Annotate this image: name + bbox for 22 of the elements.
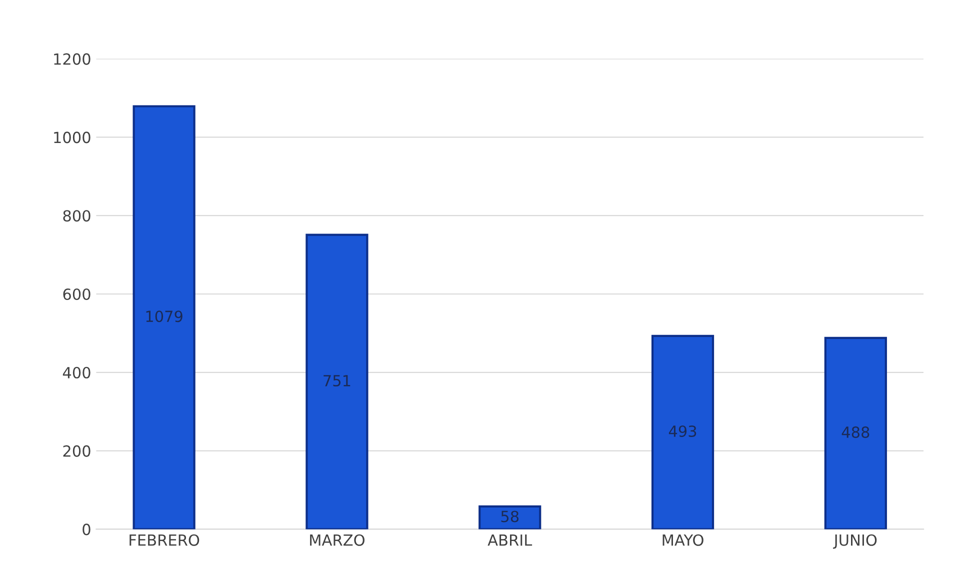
x-tick-label: JUNIO bbox=[833, 534, 877, 549]
x-tick-label: MARZO bbox=[310, 534, 364, 546]
data-label: 488 bbox=[842, 426, 870, 438]
x-tick-label: MAYO bbox=[662, 534, 704, 546]
data-label: 493 bbox=[668, 425, 696, 438]
bar bbox=[824, 336, 887, 530]
bar bbox=[478, 505, 542, 530]
bar bbox=[651, 334, 714, 530]
y-tick-label: 400 bbox=[62, 366, 90, 378]
data-label: 1079 bbox=[146, 310, 182, 322]
y-tick-label: 800 bbox=[63, 210, 90, 222]
y-tick-label: 200 bbox=[63, 445, 90, 457]
x-tick-label: ABRIL bbox=[488, 534, 532, 546]
y-tick-label: 1200 bbox=[54, 53, 90, 65]
data-label: 58 bbox=[501, 510, 519, 522]
bar bbox=[132, 105, 196, 530]
data-label: 751 bbox=[324, 375, 350, 386]
y-tick-label: 1000 bbox=[54, 132, 90, 144]
bar bbox=[306, 234, 368, 530]
y-tick-label: 0 bbox=[82, 524, 90, 536]
y-tick-label: 600 bbox=[63, 288, 90, 300]
x-tick-label: FEBRERO bbox=[130, 534, 200, 546]
